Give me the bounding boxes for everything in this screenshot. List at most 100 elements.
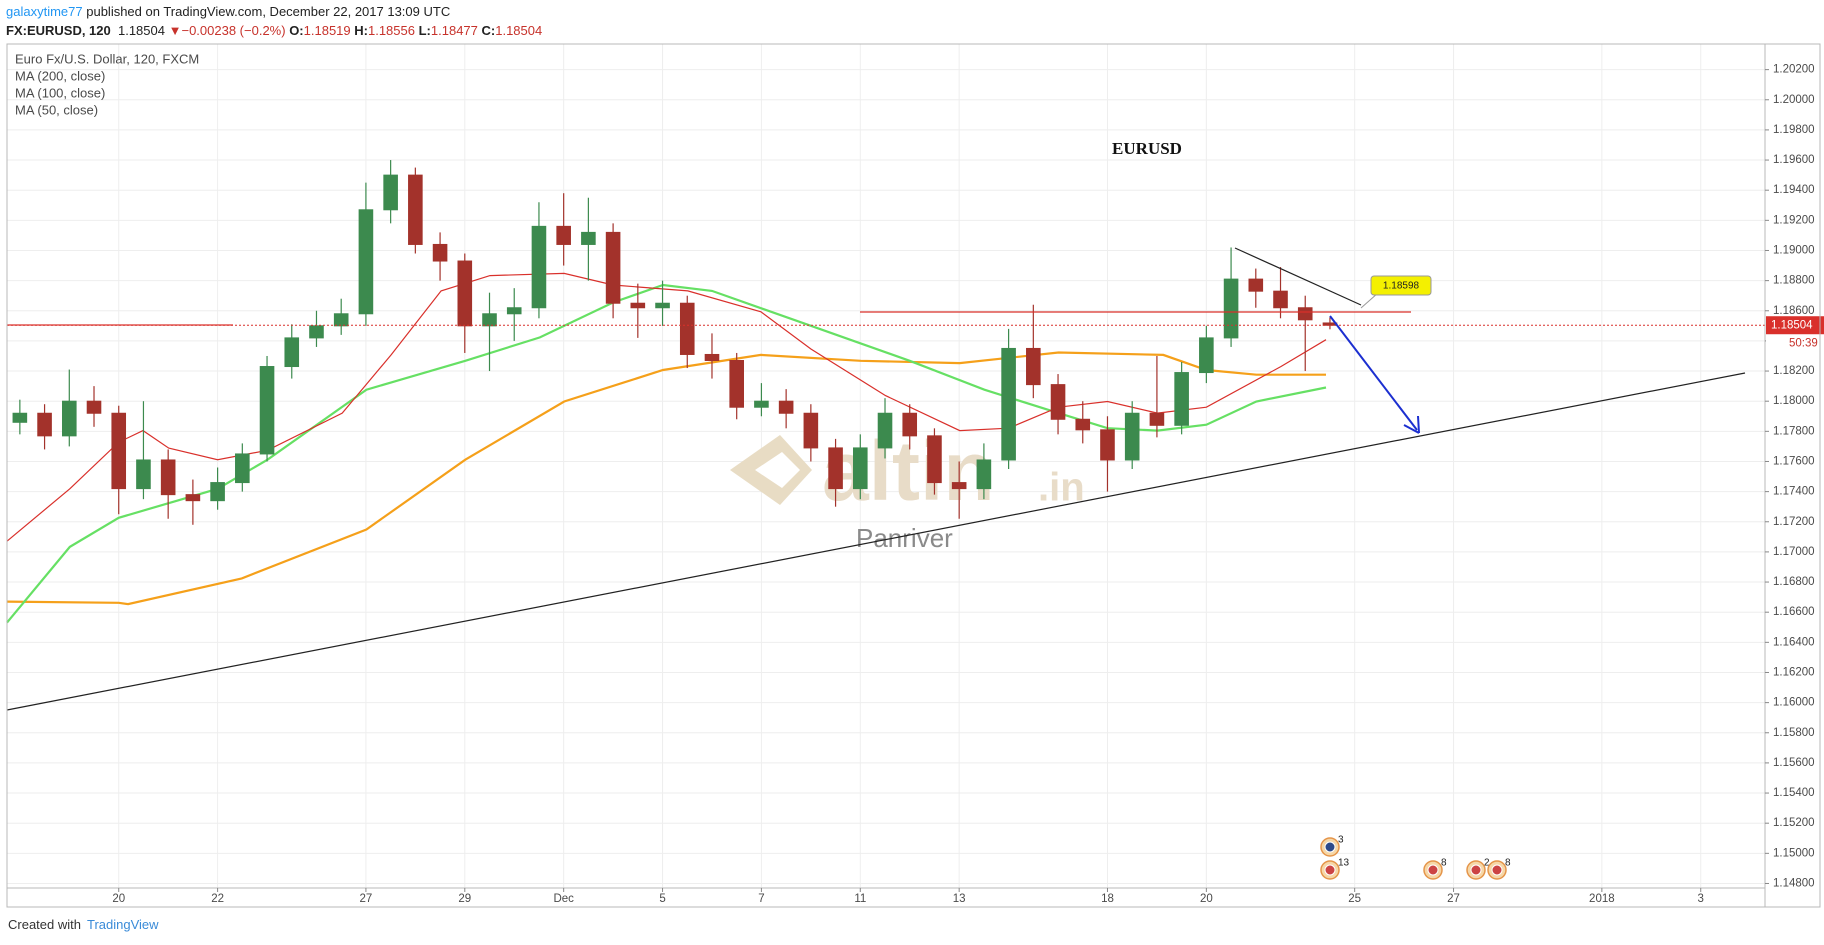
event-icon xyxy=(1427,864,1439,876)
candle-body xyxy=(803,412,819,449)
ma-line xyxy=(6,351,1326,606)
candle-body xyxy=(309,325,324,339)
candle-body xyxy=(185,494,201,502)
chart-title: Euro Fx/U.S. Dollar, 120, FXCM xyxy=(15,51,199,66)
y-tick-label: 1.17800 xyxy=(1773,425,1815,437)
candle-body xyxy=(1100,429,1115,461)
trend-line xyxy=(6,372,1746,711)
candle-body xyxy=(12,412,28,423)
y-tick-label: 1.18600 xyxy=(1773,305,1815,317)
candle-body xyxy=(1297,307,1313,321)
candle-body xyxy=(754,400,769,408)
x-tick-label: 7 xyxy=(758,893,764,905)
candle-body xyxy=(976,459,992,490)
candle-body xyxy=(1248,278,1264,292)
event-icon xyxy=(1491,864,1503,876)
candle-body xyxy=(1050,384,1066,420)
last: 1.18504 xyxy=(117,23,165,38)
high: 1.18556 xyxy=(367,23,415,38)
event-count: 2 xyxy=(1484,858,1490,869)
candle-body xyxy=(1026,347,1041,386)
candle-body xyxy=(235,453,250,484)
candle-body xyxy=(902,412,918,437)
y-tick-label: 1.20200 xyxy=(1773,64,1815,76)
y-tick-label: 1.15200 xyxy=(1773,817,1815,829)
y-tick-label: 1.16800 xyxy=(1773,576,1815,588)
annotation: EURUSD xyxy=(1112,139,1182,158)
candle-body xyxy=(556,225,571,245)
y-tick-label: 1.19600 xyxy=(1773,154,1815,166)
candle-body xyxy=(136,459,151,490)
callout-box xyxy=(1370,275,1432,296)
y-tick-label: 1.17000 xyxy=(1773,546,1815,558)
plot xyxy=(6,160,1765,624)
event-count: 13 xyxy=(1338,858,1350,869)
candle-body xyxy=(111,412,127,490)
drawings: 1.18598 EURUSD xyxy=(6,139,1746,711)
legend-item: MA (200, close) xyxy=(15,68,105,83)
legend: Euro Fx/U.S. Dollar, 120, FXCM MA (200, … xyxy=(15,51,199,117)
x-tick-label: 27 xyxy=(360,893,373,905)
x-tick-label: 25 xyxy=(1348,893,1361,905)
countdown-tag xyxy=(1766,335,1824,353)
candle-body xyxy=(927,435,942,484)
callout-text: 1.18598 xyxy=(1383,281,1420,292)
y-tick-label: 1.16200 xyxy=(1773,667,1815,679)
user[interactable]: galaxytime77 xyxy=(6,4,83,19)
arrow-head xyxy=(1403,415,1420,434)
candle-body xyxy=(482,313,497,327)
y-tick-label: 1.19800 xyxy=(1773,124,1815,136)
header: galaxytime77 published on TradingView.co… xyxy=(6,2,542,40)
y-tick-label: 1.15400 xyxy=(1773,787,1815,799)
x-tick-label: 2018 xyxy=(1589,893,1615,905)
candle-body xyxy=(704,353,720,362)
y-tick-label: 1.17400 xyxy=(1773,486,1815,498)
candle-body xyxy=(630,302,646,309)
candle-body xyxy=(1199,337,1214,374)
y-tick-label: 1.15000 xyxy=(1773,847,1815,859)
candle-body xyxy=(86,400,102,414)
published: published on TradingView.com, December 2… xyxy=(86,4,451,19)
y-tick-label: 1.17200 xyxy=(1773,516,1815,528)
event-count: 8 xyxy=(1441,858,1447,869)
price-tag xyxy=(1766,316,1824,335)
candle-body xyxy=(284,337,300,368)
event-count: 3 xyxy=(1338,835,1344,846)
ma-line xyxy=(6,283,1327,624)
candle-body xyxy=(333,313,349,327)
brand[interactable]: TradingView xyxy=(86,917,159,932)
low: 1.18477 xyxy=(430,23,478,38)
event-icon xyxy=(1470,864,1482,876)
event-icon xyxy=(1324,841,1336,853)
x-tick-label: 20 xyxy=(112,893,125,905)
legend-item: MA (50, close) xyxy=(15,102,98,117)
ma-line xyxy=(6,272,1327,542)
candle-body xyxy=(1001,347,1016,461)
y-tick-label: 1.18800 xyxy=(1773,275,1815,287)
candle-body xyxy=(383,174,398,211)
candle-body xyxy=(37,412,52,437)
x-tick-label: 11 xyxy=(854,893,866,905)
candle-body xyxy=(1273,290,1288,309)
watermark-author: Panriver xyxy=(856,523,953,553)
x-tick-label: 5 xyxy=(659,893,665,905)
y-tick-label: 1.19000 xyxy=(1773,245,1815,257)
x-tick-label: 18 xyxy=(1101,893,1114,905)
candle-body xyxy=(1124,412,1140,461)
y-tick-label: 1.19200 xyxy=(1773,214,1815,226)
x-tick-label: Dec xyxy=(553,893,574,905)
close: 1.18504 xyxy=(495,23,543,38)
change: −0.00238 (−0.2%) xyxy=(181,23,286,38)
candle-body xyxy=(729,360,744,408)
candle-body xyxy=(1075,418,1091,431)
candle-body xyxy=(210,482,225,502)
candle-body xyxy=(1174,372,1189,426)
candle-body xyxy=(877,412,893,449)
watermark-brand: altin xyxy=(822,424,995,518)
candle-body xyxy=(1149,412,1165,426)
arrow xyxy=(1329,315,1418,431)
candle-body xyxy=(432,243,448,262)
y-tick-label: 1.18000 xyxy=(1773,395,1815,407)
